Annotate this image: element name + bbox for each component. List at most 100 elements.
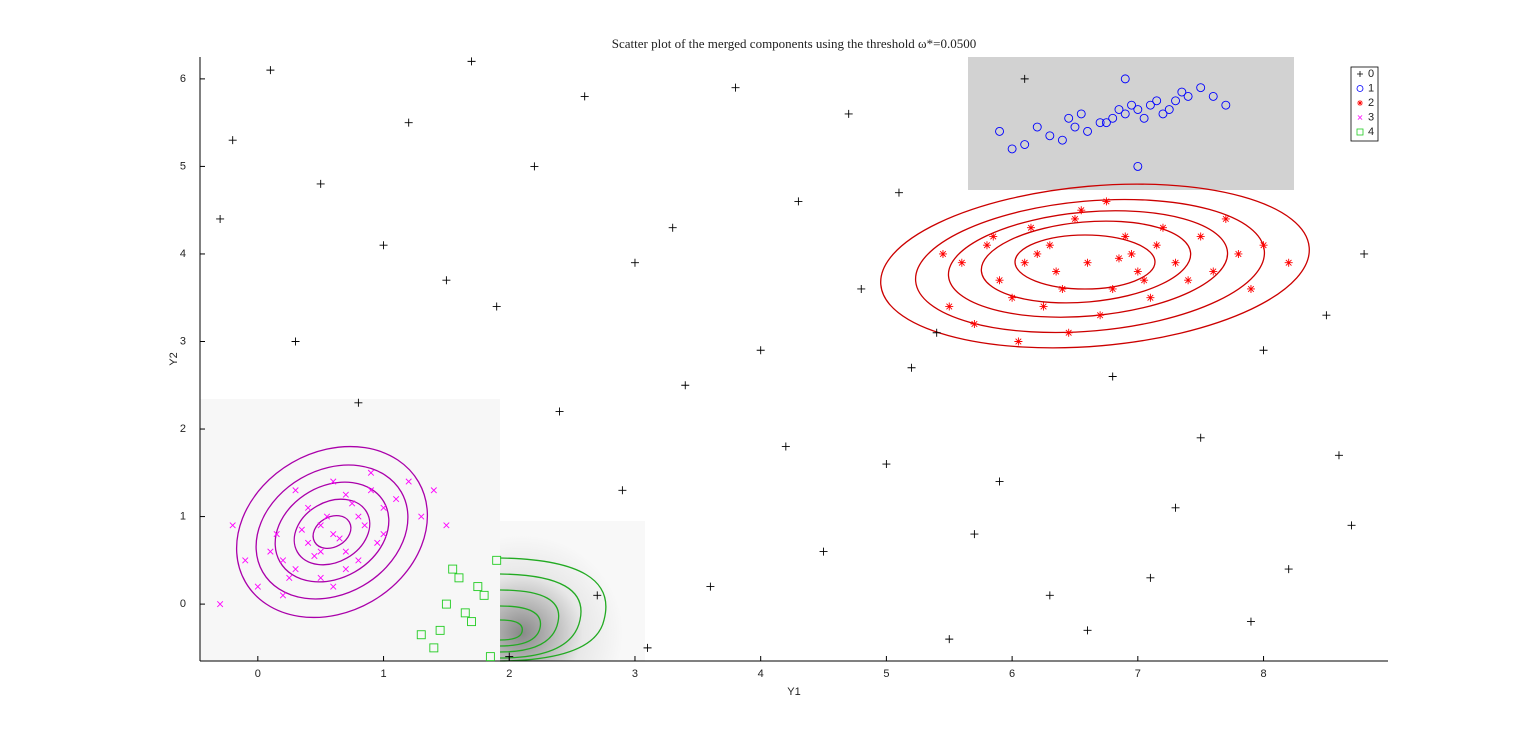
point (1008, 293, 1017, 302)
point (1140, 276, 1149, 285)
point (938, 249, 947, 258)
point (298, 526, 305, 533)
point (1357, 71, 1363, 77)
point (1152, 241, 1161, 250)
point (367, 469, 375, 476)
point (681, 381, 690, 390)
point (1070, 122, 1080, 132)
point (1083, 258, 1092, 267)
point (1158, 223, 1167, 232)
point (593, 591, 602, 600)
point (279, 592, 287, 599)
point (1114, 254, 1123, 263)
point (1120, 74, 1130, 84)
point (379, 241, 388, 250)
x-tick-label: 2 (506, 668, 512, 680)
point (844, 109, 853, 118)
point (330, 478, 337, 485)
point (530, 162, 539, 171)
point (429, 643, 439, 653)
point (1083, 626, 1092, 635)
point (1357, 100, 1363, 106)
point (323, 513, 331, 520)
point (1171, 258, 1180, 267)
point (216, 600, 224, 608)
point (1183, 91, 1193, 101)
point (430, 487, 437, 494)
point (731, 83, 740, 92)
point (467, 57, 476, 66)
point (618, 486, 627, 495)
point (1045, 591, 1054, 600)
point (342, 548, 349, 555)
point (418, 513, 425, 520)
point (1356, 128, 1364, 136)
point (1032, 122, 1042, 132)
point (1158, 109, 1168, 119)
legend-label: 1 (1368, 82, 1374, 94)
point (1120, 109, 1130, 119)
legend: 0 1 2 3 4 (1350, 66, 1379, 142)
point (291, 337, 300, 346)
point (1095, 118, 1105, 128)
point (1033, 249, 1042, 258)
point (894, 188, 903, 197)
point (857, 284, 866, 293)
point (970, 319, 979, 328)
point (1127, 100, 1136, 110)
point (1246, 284, 1255, 293)
point (1171, 96, 1180, 106)
point (304, 504, 312, 511)
point (330, 530, 337, 538)
point (1121, 232, 1130, 241)
point (374, 539, 381, 546)
point (1139, 113, 1149, 123)
point (460, 608, 470, 618)
point (1246, 617, 1255, 626)
point (1108, 284, 1117, 293)
point (355, 513, 362, 520)
point (1102, 197, 1111, 206)
point (1322, 311, 1331, 320)
point (932, 328, 941, 337)
point (1221, 100, 1231, 110)
point (630, 258, 639, 267)
point (273, 530, 280, 538)
point (1127, 249, 1136, 258)
point (819, 547, 828, 556)
y-tick-label: 4 (180, 248, 186, 260)
data-marks (216, 57, 1369, 662)
y-tick-label: 0 (180, 598, 186, 610)
point (405, 478, 412, 485)
y-axis-label: Y2 (168, 352, 180, 365)
point (1045, 241, 1054, 250)
axes: 0 1 2 3 4 5 6 7 8 0 1 2 3 4 5 6 (180, 57, 1388, 680)
point (1108, 113, 1118, 123)
point (1057, 135, 1067, 145)
point (317, 548, 324, 555)
point (1014, 337, 1023, 346)
legend-label: 2 (1368, 97, 1374, 109)
point (1234, 249, 1243, 258)
point (342, 491, 349, 498)
point (286, 574, 293, 581)
point (945, 635, 954, 644)
x-tick-label: 6 (1009, 668, 1015, 680)
point (448, 564, 458, 574)
point (311, 552, 318, 560)
point (1133, 105, 1143, 114)
background-regions (200, 57, 1294, 661)
point (317, 522, 324, 529)
point (404, 118, 413, 127)
region-box (200, 399, 500, 661)
point (1357, 115, 1363, 120)
point (1356, 85, 1364, 92)
point (479, 590, 489, 600)
point (348, 500, 356, 507)
x-axis-label: Y1 (787, 686, 800, 698)
legend-label: 4 (1368, 126, 1374, 138)
point (1020, 74, 1029, 83)
point (266, 66, 275, 75)
point (242, 557, 249, 564)
